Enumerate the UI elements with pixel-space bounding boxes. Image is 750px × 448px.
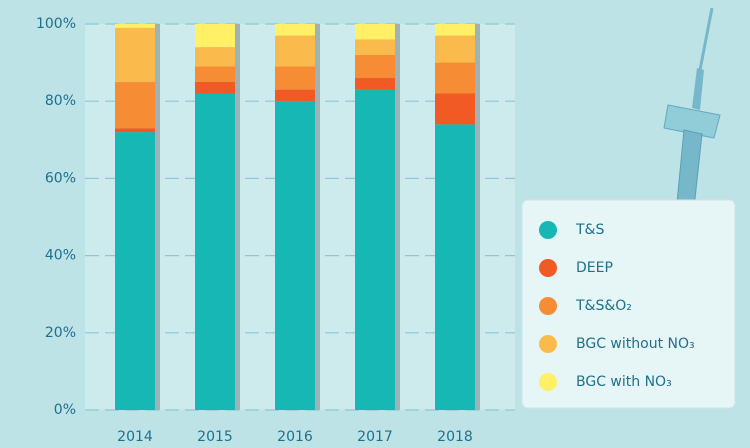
bar-segment	[275, 89, 315, 102]
bar-segment	[435, 24, 475, 36]
bar-segment	[355, 54, 395, 79]
legend-swatch	[539, 221, 557, 239]
bar-segment	[435, 35, 475, 63]
bar-segment	[115, 27, 155, 82]
y-tick-label: 80%	[45, 93, 76, 109]
bar-segment	[115, 132, 155, 410]
bar-segment	[355, 39, 395, 55]
legend-label: T&S&O₂	[575, 298, 632, 314]
bar-segment	[195, 66, 235, 82]
y-tick-label: 20%	[45, 325, 76, 341]
bar-segment	[435, 62, 475, 94]
y-tick-label: 60%	[45, 170, 76, 186]
legend-swatch	[539, 373, 557, 391]
bar-segment	[355, 89, 395, 411]
legend-swatch	[539, 297, 557, 315]
bars: 2014 2015 2016 2017 2018	[115, 24, 480, 445]
x-tick-label: 2017	[357, 429, 393, 445]
x-tick-label: 2018	[437, 429, 473, 445]
bar-segment	[115, 81, 155, 129]
legend: T&S DEEP T&S&O₂ BGC without NO₃ BGC with NO₃	[539, 221, 695, 391]
bar-segment	[275, 35, 315, 67]
bar-segment	[275, 101, 315, 410]
x-tick-label: 2016	[277, 429, 313, 445]
legend-label: DEEP	[576, 260, 613, 276]
bar-segment	[355, 24, 395, 40]
legend-swatch	[539, 259, 557, 277]
bar-segment	[355, 78, 395, 90]
bar-segment	[435, 124, 475, 411]
bar-segment	[115, 24, 155, 28]
bar-segment	[195, 47, 235, 67]
legend-swatch	[539, 335, 557, 353]
y-tick-label: 40%	[45, 248, 76, 264]
bar-segment	[195, 81, 235, 94]
bar-segment	[275, 66, 315, 90]
legend-label: BGC with NO₃	[576, 374, 672, 390]
bar-segment	[195, 24, 235, 48]
bar-segment	[435, 93, 475, 125]
legend-box	[521, 199, 736, 409]
bar-segment	[115, 128, 155, 133]
bar-segment	[195, 93, 235, 410]
x-tick-label: 2014	[117, 429, 153, 445]
x-tick-label: 2015	[197, 429, 233, 445]
legend-label: BGC without NO₃	[576, 336, 695, 352]
legend-label: T&S	[575, 222, 604, 238]
y-tick-label: 0%	[54, 402, 76, 418]
bar-segment	[275, 24, 315, 36]
y-tick-label: 100%	[36, 16, 76, 32]
